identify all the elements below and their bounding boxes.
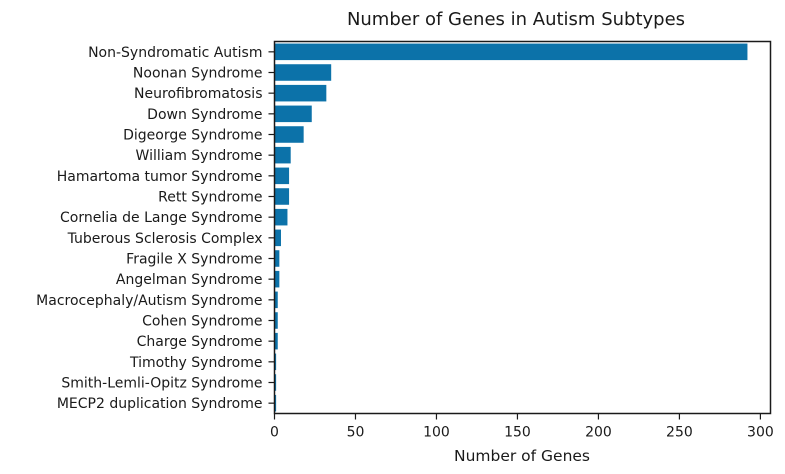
bar-7 [274, 188, 290, 205]
y-tick-label: Angelman Syndrome [116, 272, 263, 288]
y-tick-label: Non-Syndromatic Autism [88, 45, 262, 61]
x-tick-label: 300 [747, 425, 774, 441]
bar-0 [274, 43, 748, 61]
x-axis-ticks: 0 50 100 150 200 250 300 [270, 413, 774, 441]
bar-10 [274, 250, 280, 267]
y-tick-label: Charge Syndrome [137, 334, 263, 350]
y-tick-label: Cornelia de Lange Syndrome [60, 210, 263, 226]
y-tick-label: Macrocephaly/Autism Syndrome [36, 293, 262, 309]
bar-11 [274, 270, 280, 288]
bar-6 [274, 167, 290, 185]
chart-title: Number of Genes in Autism Subtypes [347, 9, 685, 30]
y-tick-label: Timothy Syndrome [129, 355, 263, 371]
bar-14 [274, 332, 278, 350]
y-tick-label: Noonan Syndrome [133, 66, 263, 82]
bar-5 [274, 146, 291, 164]
y-tick-label: Digeorge Syndrome [123, 128, 262, 144]
x-tick-label: 250 [666, 425, 693, 441]
bar-1 [274, 64, 332, 81]
x-tick-label: 150 [504, 425, 531, 441]
bar-8 [274, 208, 288, 226]
y-axis-ticks: Non-Syndromatic Autism Noonan Syndrome Neu… [36, 45, 275, 412]
x-axis-title: Number of Genes [454, 447, 590, 465]
y-tick-label: Smith-Lemli-Opitz Syndrome [61, 376, 262, 392]
bar-12 [274, 291, 278, 309]
bar-15 [274, 353, 277, 371]
y-tick-label: William Syndrome [136, 148, 263, 164]
y-tick-label: MECP2 duplication Syndrome [57, 396, 263, 412]
y-tick-label: Cohen Syndrome [142, 314, 262, 330]
y-tick-label: Rett Syndrome [158, 190, 262, 206]
y-tick-label: Neurofibromatosis [134, 86, 262, 102]
x-tick-label: 0 [270, 425, 279, 441]
bar-17 [274, 394, 277, 412]
plot-frame [273, 40, 772, 415]
x-tick-label: 50 [347, 425, 365, 441]
bar-16 [274, 374, 277, 391]
x-tick-label: 100 [423, 425, 450, 441]
bar-13 [274, 312, 278, 329]
bars-group [274, 43, 748, 412]
y-tick-label: Fragile X Syndrome [126, 252, 262, 268]
bar-2 [274, 84, 327, 102]
y-tick-label: Tuberous Sclerosis Complex [67, 231, 263, 247]
bar-9 [274, 229, 281, 247]
x-tick-label: 200 [585, 425, 612, 441]
y-tick-label: Hamartoma tumor Syndrome [57, 169, 263, 185]
bar-4 [274, 126, 304, 143]
bar-3 [274, 105, 312, 123]
y-tick-label: Down Syndrome [147, 107, 262, 123]
